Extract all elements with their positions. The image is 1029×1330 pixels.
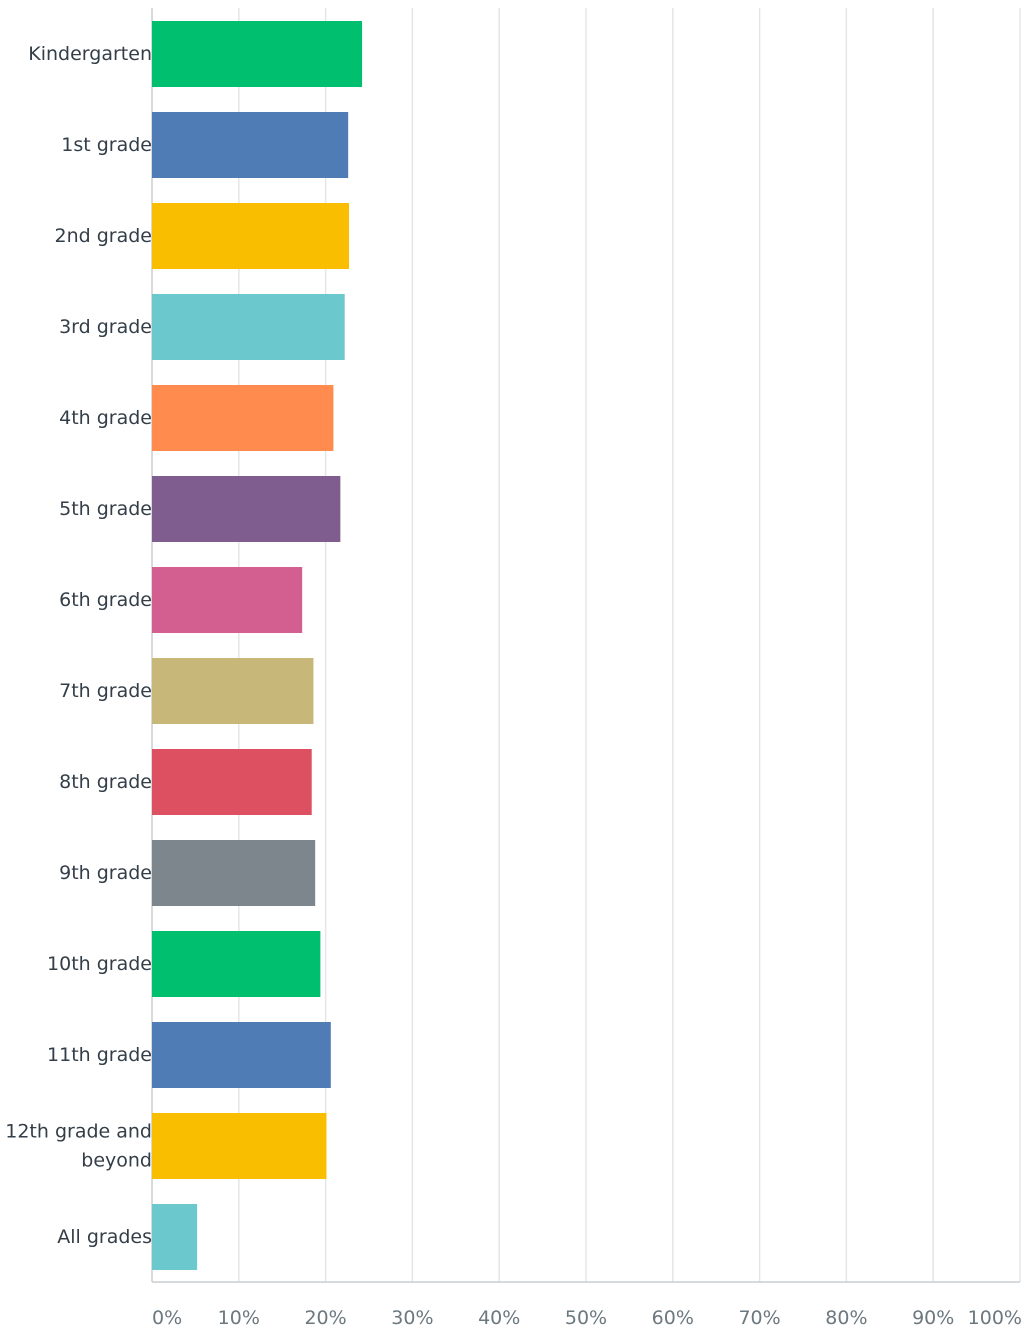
chart-grid — [151, 8, 1021, 1283]
bar — [152, 840, 316, 906]
x-tick-label: 90% — [912, 1307, 954, 1329]
category-label: beyond — [81, 1150, 152, 1172]
x-tick-label: 50% — [565, 1307, 607, 1329]
bar — [152, 1204, 198, 1270]
category-label: 4th grade — [59, 407, 152, 429]
x-tick-label: 20% — [304, 1307, 346, 1329]
category-label: 8th grade — [59, 771, 152, 793]
category-label: Kindergarten — [28, 43, 152, 65]
bar — [152, 931, 321, 997]
bar — [152, 112, 349, 178]
category-label: 12th grade and — [5, 1121, 152, 1143]
category-label: 10th grade — [47, 953, 152, 975]
category-label: 9th grade — [59, 862, 152, 884]
bar — [152, 21, 363, 87]
x-tick-label: 0% — [152, 1307, 182, 1329]
bar — [152, 294, 345, 360]
bar — [152, 749, 312, 815]
bar — [152, 385, 334, 451]
category-label: 11th grade — [47, 1044, 152, 1066]
bar — [152, 567, 303, 633]
bar — [152, 203, 350, 269]
category-label: 7th grade — [59, 680, 152, 702]
category-label: All grades — [57, 1226, 152, 1248]
category-label: 1st grade — [61, 134, 152, 156]
x-tick-label: 40% — [478, 1307, 520, 1329]
x-tick-label: 60% — [652, 1307, 694, 1329]
x-tick-label: 80% — [825, 1307, 867, 1329]
bar — [152, 476, 341, 542]
category-label: 6th grade — [59, 589, 152, 611]
bar — [152, 1022, 331, 1088]
x-tick-label: 100% — [968, 1307, 1022, 1329]
category-label: 2nd grade — [55, 225, 153, 247]
category-label: 3rd grade — [59, 316, 152, 338]
x-tick-label: 70% — [738, 1307, 780, 1329]
x-tick-label: 30% — [391, 1307, 433, 1329]
chart-bars — [152, 21, 363, 1270]
x-tick-label: 10% — [218, 1307, 260, 1329]
bar — [152, 658, 314, 724]
x-axis-tick-labels: 0% 10% 20% 30% 40% 50% 60% 70% 80% 90% 100% — [152, 1307, 1022, 1329]
bar — [152, 1113, 327, 1179]
category-label: 5th grade — [59, 498, 152, 520]
category-labels: Kindergarten 1st grade 2nd grade 3rd grade 4… — [5, 43, 152, 1248]
